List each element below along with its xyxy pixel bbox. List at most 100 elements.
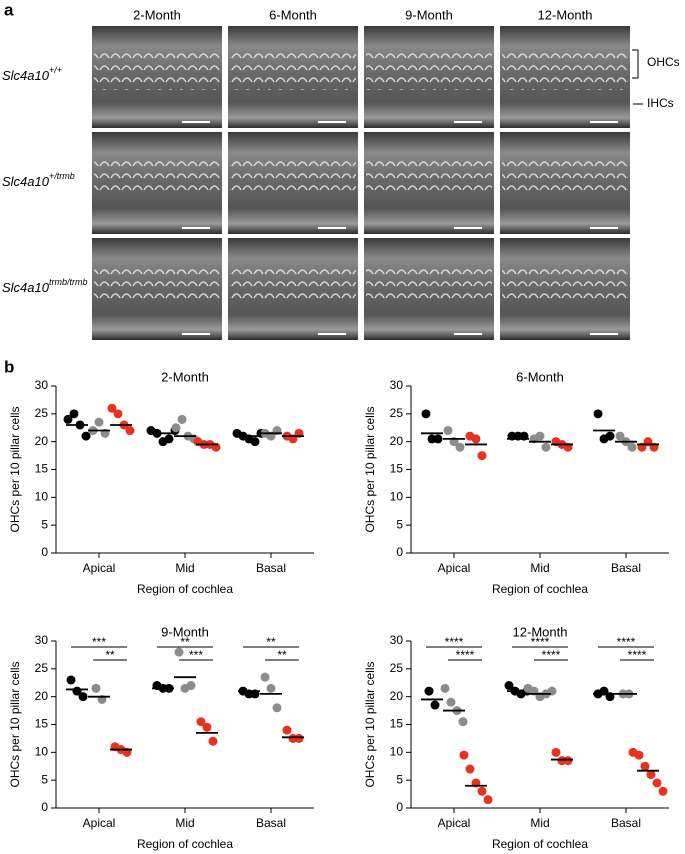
y-axis-label: OHCs per 10 pillar cells bbox=[363, 406, 377, 532]
y-tick-label: 0 bbox=[41, 545, 48, 559]
data-point bbox=[196, 717, 206, 727]
data-point bbox=[294, 733, 304, 743]
row-label: Slc4a10+/+ bbox=[2, 65, 62, 83]
chart-title: 9-Month bbox=[161, 624, 209, 639]
data-point bbox=[250, 437, 260, 447]
x-tick-label: Apical bbox=[438, 561, 471, 575]
data-point bbox=[174, 647, 184, 657]
column-header: 9-Month bbox=[405, 7, 453, 22]
data-point bbox=[652, 778, 662, 788]
hair-cells bbox=[230, 52, 356, 90]
data-point bbox=[94, 417, 104, 427]
genotype: trmb/trmb bbox=[49, 277, 88, 287]
data-point bbox=[563, 756, 573, 766]
data-point bbox=[91, 683, 101, 693]
data-point bbox=[282, 725, 292, 735]
hair-cells bbox=[502, 158, 628, 196]
significance-label: ** bbox=[266, 635, 276, 649]
gene: Slc4a10 bbox=[2, 68, 50, 83]
y-tick-label: 20 bbox=[35, 689, 49, 703]
data-point bbox=[260, 672, 270, 682]
micrograph-grid bbox=[92, 26, 630, 340]
y-tick-label: 10 bbox=[390, 745, 404, 759]
data-point bbox=[171, 423, 181, 433]
row-label: Slc4a10+/trmb bbox=[2, 171, 75, 189]
data-point bbox=[551, 747, 561, 757]
data-point bbox=[615, 431, 625, 441]
significance-label: **** bbox=[628, 648, 647, 662]
y-tick-label: 0 bbox=[396, 800, 403, 814]
y-tick-label: 15 bbox=[390, 717, 404, 731]
data-point bbox=[446, 697, 456, 707]
significance-label: **** bbox=[456, 648, 475, 662]
y-tick-label: 15 bbox=[35, 462, 49, 476]
y-tick-label: 30 bbox=[390, 633, 404, 647]
data-point bbox=[125, 426, 135, 436]
data-point bbox=[266, 683, 276, 693]
hair-cells bbox=[230, 264, 356, 302]
y-tick-label: 15 bbox=[390, 462, 404, 476]
genotype: +/+ bbox=[49, 65, 62, 75]
x-tick-label: Basal bbox=[611, 561, 641, 575]
data-point bbox=[535, 431, 545, 441]
y-tick-label: 10 bbox=[35, 490, 49, 504]
data-point bbox=[483, 795, 493, 805]
genotype: +/trmb bbox=[49, 171, 75, 181]
data-point bbox=[164, 434, 174, 444]
gene: Slc4a10 bbox=[2, 174, 50, 189]
annotation: IHCs bbox=[647, 96, 674, 110]
y-tick-label: 20 bbox=[390, 434, 404, 448]
y-tick-label: 5 bbox=[41, 517, 48, 531]
hair-cells bbox=[502, 264, 628, 302]
data-point bbox=[107, 403, 117, 413]
y-tick-label: 5 bbox=[396, 772, 403, 786]
hair-cells bbox=[366, 52, 492, 90]
y-tick-label: 5 bbox=[396, 517, 403, 531]
data-point bbox=[433, 434, 443, 444]
significance-label: ** bbox=[105, 648, 115, 662]
y-tick-label: 10 bbox=[390, 490, 404, 504]
hair-cells bbox=[366, 264, 492, 302]
y-axis-label: OHCs per 10 pillar cells bbox=[8, 661, 22, 787]
significance-label: *** bbox=[92, 635, 106, 649]
chart-title: 12-Month bbox=[513, 624, 568, 639]
data-point bbox=[593, 409, 603, 419]
y-tick-label: 25 bbox=[35, 661, 49, 675]
data-point bbox=[605, 431, 615, 441]
data-point bbox=[658, 786, 668, 796]
x-axis-label: Region of cochlea bbox=[492, 582, 588, 596]
data-point bbox=[477, 786, 487, 796]
data-point bbox=[640, 761, 650, 771]
hair-cells bbox=[94, 264, 220, 302]
data-point bbox=[627, 442, 637, 452]
hair-cells bbox=[94, 52, 220, 90]
y-axis-label: OHCs per 10 pillar cells bbox=[363, 661, 377, 787]
significance-label: **** bbox=[445, 635, 464, 649]
x-tick-label: Basal bbox=[256, 561, 286, 575]
bracket bbox=[632, 49, 639, 79]
x-tick-label: Apical bbox=[83, 816, 116, 830]
y-tick-label: 30 bbox=[35, 633, 49, 647]
data-point bbox=[541, 442, 551, 452]
significance-label: *** bbox=[189, 648, 203, 662]
column-header: 6-Month bbox=[269, 7, 317, 22]
y-tick-label: 30 bbox=[35, 378, 49, 392]
data-point bbox=[443, 426, 453, 436]
column-header: 2-Month bbox=[133, 7, 181, 22]
gene: Slc4a10 bbox=[2, 280, 50, 295]
data-point bbox=[504, 681, 514, 691]
significance-label: **** bbox=[531, 635, 550, 649]
data-point bbox=[202, 722, 212, 732]
x-axis-label: Region of cochlea bbox=[137, 582, 233, 596]
y-tick-label: 20 bbox=[35, 434, 49, 448]
data-point bbox=[440, 683, 450, 693]
data-point bbox=[477, 451, 487, 461]
y-tick-label: 25 bbox=[35, 406, 49, 420]
data-point bbox=[78, 692, 88, 702]
x-tick-label: Apical bbox=[438, 816, 471, 830]
y-tick-label: 20 bbox=[390, 689, 404, 703]
panel-label: b bbox=[4, 357, 14, 376]
x-tick-label: Mid bbox=[175, 816, 194, 830]
x-tick-label: Mid bbox=[175, 561, 194, 575]
